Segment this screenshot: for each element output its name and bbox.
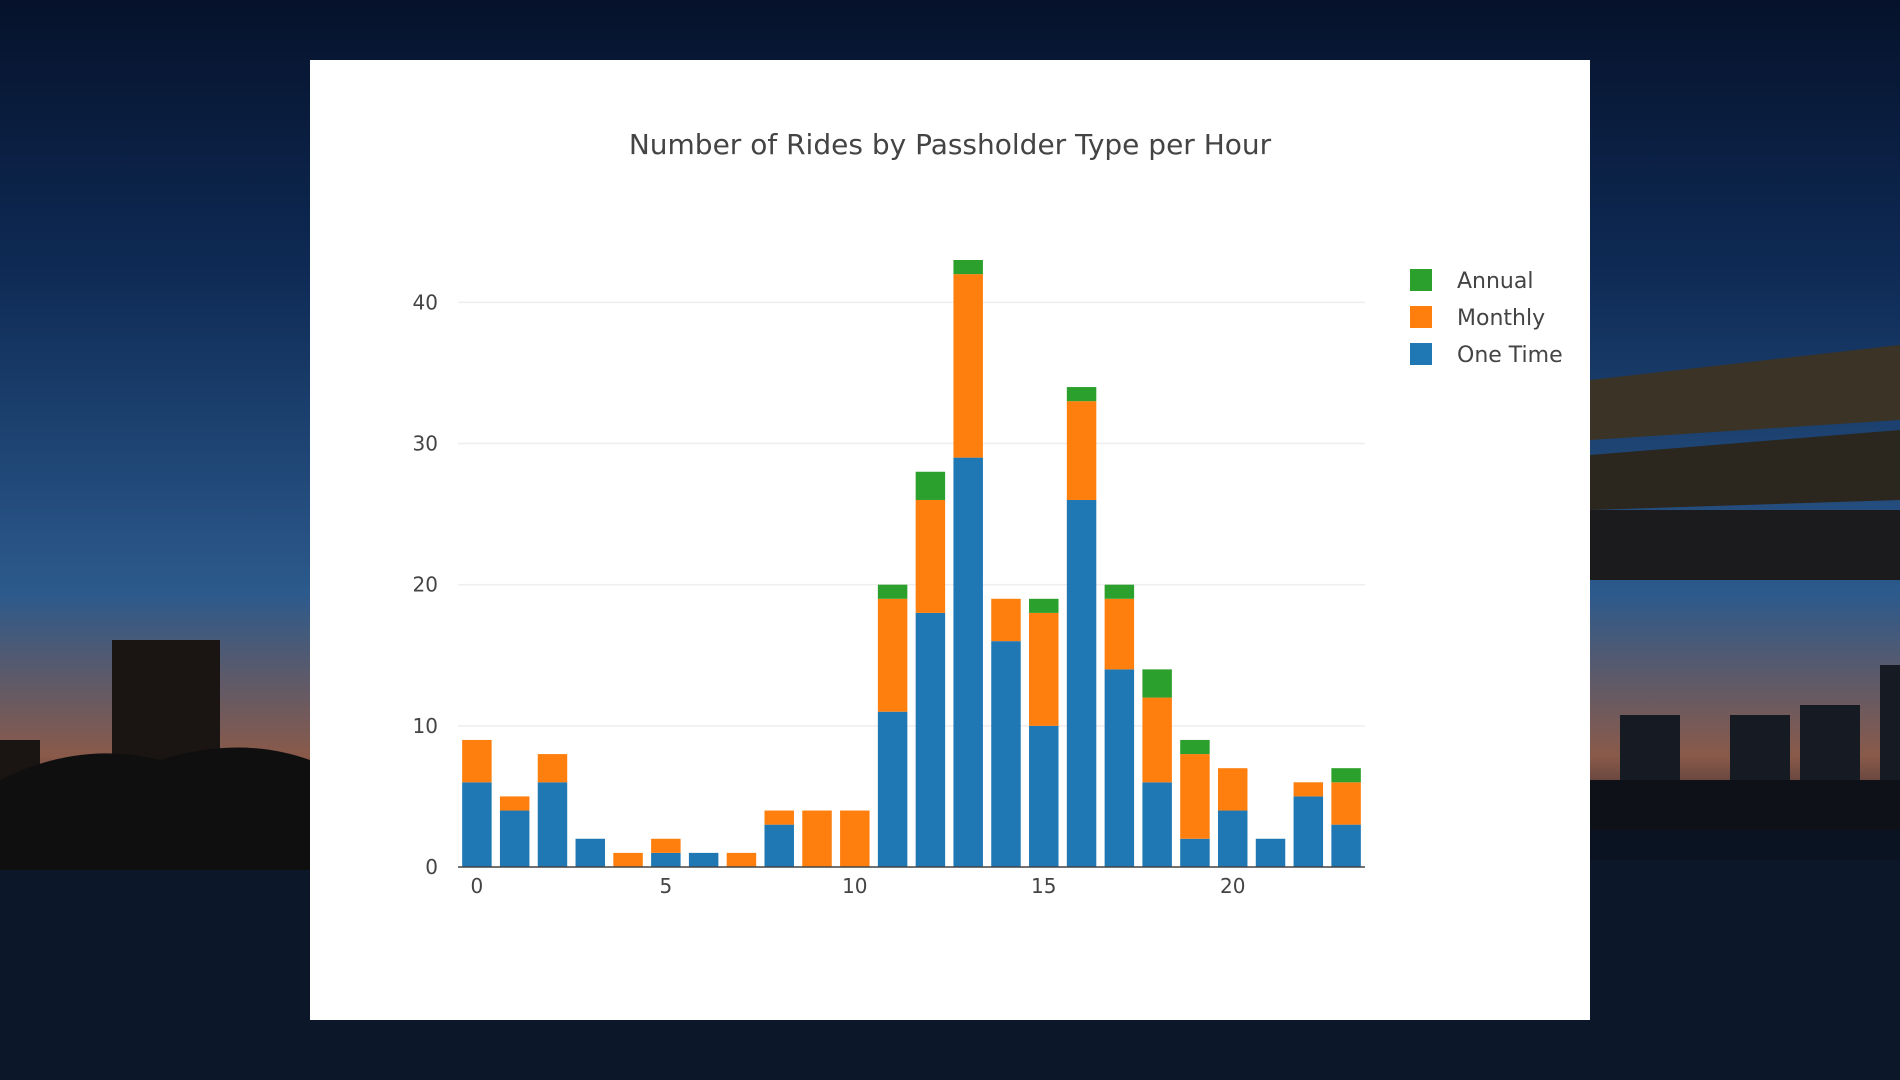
bar-annual[interactable] (1029, 598, 1059, 613)
bar-monthly[interactable] (1142, 697, 1172, 783)
y-tick-label: 30 (413, 432, 438, 456)
legend-label: One Time (1457, 343, 1563, 368)
legend-label: Annual (1457, 269, 1533, 294)
bar-monthly[interactable] (840, 810, 870, 867)
x-tick-label: 15 (1031, 874, 1056, 898)
bar-monthly[interactable] (1066, 401, 1097, 500)
bar-annual[interactable] (953, 260, 983, 275)
bar-one-time[interactable] (1293, 796, 1324, 867)
bar-monthly[interactable] (726, 852, 757, 867)
bar-annual[interactable] (1142, 669, 1172, 698)
x-axis: 0 5 10 15 20 (458, 866, 1365, 898)
bar-monthly[interactable] (991, 598, 1021, 642)
bar-monthly[interactable] (764, 810, 794, 825)
legend-swatch (1410, 269, 1432, 291)
bar-monthly[interactable] (1029, 612, 1059, 726)
bar-one-time[interactable] (651, 852, 681, 867)
bar-one-time[interactable] (1255, 838, 1286, 867)
bar-one-time[interactable] (915, 612, 946, 867)
bar-one-time[interactable] (537, 782, 568, 867)
x-tick-label: 0 (471, 874, 484, 898)
x-tick-label: 20 (1220, 874, 1245, 898)
gridlines (458, 301, 1365, 727)
legend-swatch (1410, 306, 1432, 328)
bar-one-time[interactable] (764, 824, 794, 867)
bar-one-time[interactable] (575, 838, 606, 867)
x-tick-label: 5 (659, 874, 672, 898)
bar-annual[interactable] (1180, 739, 1210, 755)
bar-monthly[interactable] (613, 852, 643, 867)
bar-monthly[interactable] (1104, 598, 1135, 670)
bar-one-time[interactable] (499, 810, 530, 867)
y-tick-label: 40 (413, 290, 438, 314)
chart-card: Number of Rides by Passholder Type per H… (310, 60, 1590, 1020)
bar-one-time[interactable] (1029, 725, 1059, 867)
bar-monthly[interactable] (877, 598, 908, 712)
legend-item-one-time[interactable]: One Time (1410, 343, 1563, 368)
x-tick-label: 10 (842, 874, 867, 898)
bar-one-time[interactable] (1180, 838, 1210, 867)
bar-annual[interactable] (1104, 584, 1135, 599)
chart: Number of Rides by Passholder Type per H… (413, 128, 1563, 898)
bar-annual[interactable] (1331, 768, 1361, 783)
bar-annual[interactable] (915, 471, 946, 500)
legend-label: Monthly (1457, 306, 1545, 331)
bar-monthly[interactable] (1217, 768, 1248, 811)
bar-annual[interactable] (877, 584, 908, 599)
bar-monthly[interactable] (953, 274, 983, 458)
bar-one-time[interactable] (1104, 669, 1135, 867)
bar-one-time[interactable] (1217, 810, 1248, 867)
legend-item-annual[interactable]: Annual (1410, 269, 1533, 294)
legend-swatch (1410, 343, 1432, 365)
bar-one-time[interactable] (1142, 782, 1172, 867)
bar-one-time[interactable] (1066, 499, 1097, 867)
bar-one-time[interactable] (1331, 824, 1361, 867)
y-axis: 0 10 20 30 40 (413, 290, 438, 879)
y-tick-label: 20 (413, 573, 438, 597)
bar-annual[interactable] (1066, 387, 1097, 402)
bar-monthly[interactable] (1293, 782, 1324, 797)
bar-one-time[interactable] (877, 711, 908, 867)
bar-monthly[interactable] (651, 838, 681, 853)
legend-item-monthly[interactable]: Monthly (1410, 306, 1545, 331)
chart-title: Number of Rides by Passholder Type per H… (629, 128, 1272, 161)
bar-one-time[interactable] (688, 852, 719, 867)
bar-monthly[interactable] (537, 754, 568, 783)
bar-one-time[interactable] (991, 641, 1021, 867)
bar-monthly[interactable] (499, 796, 530, 811)
bar-monthly[interactable] (915, 499, 946, 613)
bar-one-time[interactable] (462, 782, 492, 867)
bar-one-time[interactable] (953, 457, 983, 867)
bar-monthly[interactable] (1180, 754, 1210, 839)
bar-monthly[interactable] (802, 810, 832, 867)
legend[interactable]: Annual Monthly One Time (1410, 269, 1563, 368)
bar-monthly[interactable] (1331, 782, 1361, 825)
bar-monthly[interactable] (462, 739, 492, 783)
y-tick-label: 0 (425, 855, 438, 879)
y-tick-label: 10 (413, 714, 438, 738)
bars (462, 260, 1361, 867)
